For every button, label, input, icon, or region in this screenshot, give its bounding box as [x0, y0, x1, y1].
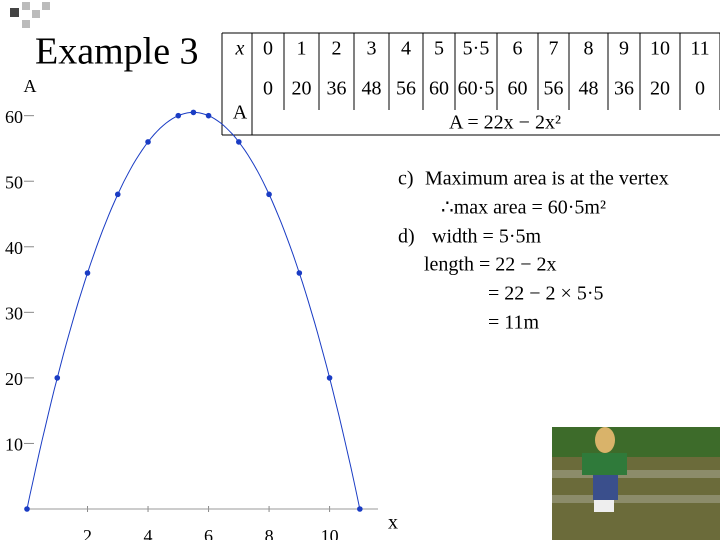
slide-title: Example 3 — [35, 31, 199, 73]
y-axis-label: A — [24, 76, 37, 96]
note-text: c) — [398, 168, 414, 190]
table-cell: 36 — [327, 78, 347, 100]
table-cell: x — [235, 38, 245, 60]
parabola — [26, 111, 361, 510]
data-point — [266, 191, 272, 198]
x-tick-label: 4 — [144, 526, 153, 540]
table-cell: 20 — [292, 78, 312, 100]
note-text: length = 22 − 2x — [424, 254, 557, 276]
data-point — [114, 191, 121, 198]
table-cell: 6 — [513, 38, 523, 60]
data-point — [205, 112, 212, 119]
data-point — [326, 375, 333, 381]
note-text: = 11m — [488, 312, 540, 334]
table-cell: 0 — [695, 78, 705, 100]
note-text: d) — [398, 226, 415, 248]
table-cell: 10 — [650, 38, 670, 60]
data-point — [175, 112, 182, 119]
y-tick-label: 50 — [5, 172, 23, 192]
bullets — [10, 2, 50, 28]
table-cell: 8 — [584, 38, 594, 60]
x-tick-label: 2 — [83, 526, 92, 540]
table-cell: 36 — [614, 78, 634, 100]
table-cell: 0 — [263, 78, 273, 100]
data-point — [190, 109, 197, 116]
table-cell: 1 — [297, 38, 307, 60]
data-point — [236, 139, 242, 145]
data-point — [145, 139, 151, 145]
y-tick-label: 40 — [5, 238, 23, 258]
table-cell: 56 — [396, 78, 416, 100]
data-point — [24, 506, 30, 512]
table-cell: 60·5 — [458, 78, 495, 100]
y-tick-label: 60 — [5, 107, 23, 127]
note-text: ∴max area = 60·5m² — [441, 197, 606, 219]
table-cell: 5 — [434, 38, 444, 60]
x-axis-label: x — [388, 512, 398, 534]
table-cell: 48 — [579, 78, 599, 100]
note-text: width = 5·5m — [432, 226, 541, 248]
y-tick-label: 10 — [5, 435, 23, 455]
table-cell: 60 — [508, 78, 528, 100]
table-cell: 5·5 — [463, 38, 490, 60]
table-cell: 3 — [367, 38, 377, 60]
y-tick-label: 20 — [5, 369, 23, 389]
table-cell: 4 — [401, 38, 411, 60]
table-cell: 2 — [332, 38, 342, 60]
table-cell: 9 — [619, 38, 629, 60]
data-point — [357, 506, 363, 512]
table-cell: 48 — [362, 78, 382, 100]
table-cell: 56 — [544, 78, 564, 100]
formula: A = 22x − 2x² — [449, 112, 561, 134]
y-tick-label: 30 — [5, 303, 23, 323]
table-cell: 20 — [650, 78, 670, 100]
data-point — [54, 375, 61, 381]
table — [221, 32, 720, 136]
table-cell: 0 — [263, 38, 273, 60]
table-cell: 7 — [549, 38, 559, 60]
x-tick-label: 6 — [204, 526, 213, 540]
table-cell: 60 — [429, 78, 449, 100]
data-point — [84, 270, 91, 276]
table-cell: A — [233, 102, 248, 124]
x-tick-label: 8 — [265, 526, 274, 540]
x-tick-label: 10 — [321, 526, 339, 540]
data-point — [296, 270, 303, 276]
note-text: = 22 − 2 × 5·5 — [488, 283, 604, 305]
note-text: Maximum area is at the vertex — [425, 168, 669, 190]
table-cell: 11 — [690, 38, 709, 60]
photo — [552, 427, 720, 540]
